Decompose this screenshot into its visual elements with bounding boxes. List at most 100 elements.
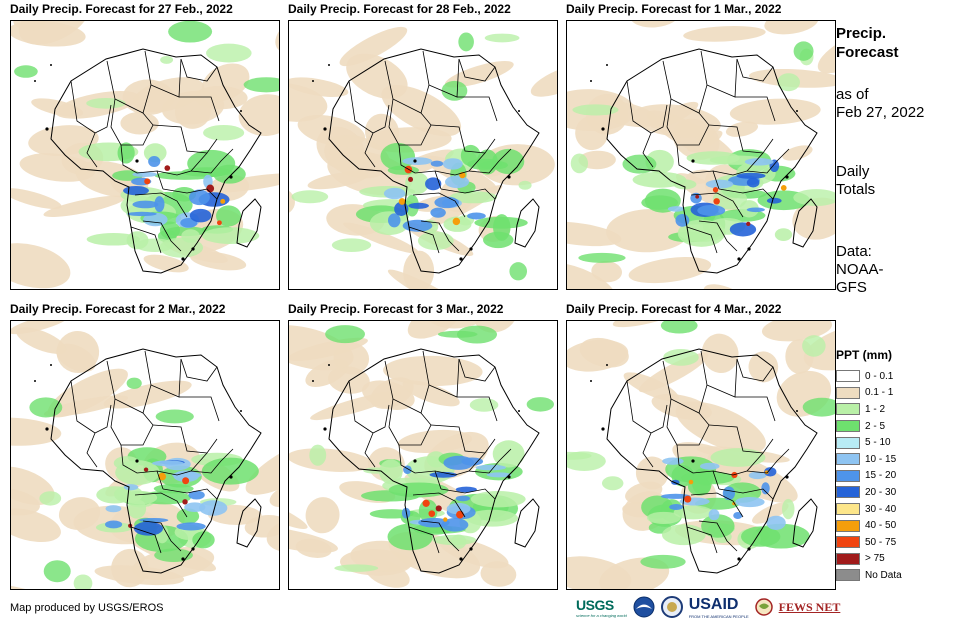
madagascar-outline (236, 498, 262, 548)
legend-item: 40 - 50 (836, 517, 956, 534)
island-marker (469, 547, 473, 551)
side-title: Precip. Forecast (836, 25, 899, 61)
island-marker (191, 247, 195, 251)
legend-item: 20 - 30 (836, 484, 956, 501)
island-marker (785, 175, 789, 179)
legend-item: 50 - 75 (836, 534, 956, 551)
island-marker (601, 427, 605, 431)
island-marker (737, 257, 741, 261)
legend-label: 0.1 - 1 (865, 387, 894, 399)
country-borders (348, 350, 512, 554)
panel-title: Daily Precip. Forecast for 1 Mar., 2022 (566, 2, 782, 16)
fews-globe-icon (754, 598, 773, 616)
map-svg (567, 21, 835, 289)
island-marker (469, 247, 473, 251)
island-marker (229, 475, 233, 479)
legend-item: > 75 (836, 551, 956, 568)
country-borders (626, 50, 790, 254)
legend-label: 15 - 20 (865, 470, 897, 482)
precip-heavy-layer (667, 158, 787, 237)
legend-label: > 75 (865, 553, 885, 565)
precip-heavy-layer (105, 457, 228, 536)
island-marker (413, 459, 417, 463)
map-svg (289, 21, 557, 289)
legend-swatch (836, 436, 860, 449)
usaid-tagline: FROM THE AMERICAN PEOPLE (688, 613, 749, 619)
legend-item: 30 - 40 (836, 501, 956, 518)
dos-seal-icon (660, 596, 683, 618)
daily-totals-label: Daily Totals (836, 163, 876, 198)
country-borders (70, 350, 234, 554)
legend-item: 0.1 - 1 (836, 385, 956, 402)
logo-strip: USGS science for a changing world USAID FR… (576, 594, 840, 620)
island-marker (590, 80, 592, 82)
island-marker (606, 364, 608, 366)
island-marker (507, 175, 511, 179)
precip-band-layer (567, 321, 835, 569)
island-marker (240, 410, 242, 412)
credit-text: Map produced by USGS/EROS (10, 602, 164, 614)
map-svg (567, 321, 835, 589)
continent-outline (606, 348, 818, 574)
legend-item: 0 - 0.1 (836, 368, 956, 385)
legend-label: 5 - 10 (865, 437, 891, 449)
forecast-panel-5: Daily Precip. Forecast for 4 Mar., 2022 (566, 302, 836, 590)
island-marker (328, 64, 330, 66)
usaid-logo: USAID FROM THE AMERICAN PEOPLE (689, 596, 749, 619)
legend-rows: 0 - 0.1 0.1 - 1 1 - 2 2 - 5 5 - 10 10 - 15 15 … (836, 368, 956, 584)
legend-label: 0 - 0.1 (865, 370, 894, 382)
continent-outline (606, 48, 818, 274)
as-of-date: Feb 27, 2022 (836, 104, 925, 121)
continent-outline (50, 48, 262, 274)
legend-label: 40 - 50 (865, 520, 897, 532)
panel-title: Daily Precip. Forecast for 4 Mar., 2022 (566, 302, 782, 316)
precip-heavy-layer (383, 157, 486, 232)
legend-title: PPT (mm) (836, 348, 893, 362)
precip-map (288, 20, 558, 290)
legend-item: 5 - 10 (836, 434, 956, 451)
island-marker (323, 427, 327, 431)
fews-net-logo: FEWS NET (778, 599, 841, 614)
island-marker (34, 380, 36, 382)
island-marker (601, 127, 605, 131)
forecast-panel-1: Daily Precip. Forecast for 28 Feb., 2022 (288, 2, 558, 290)
legend-swatch (836, 536, 860, 549)
island-marker (796, 410, 798, 412)
island-marker (747, 547, 751, 551)
precip-heavy-layer (123, 155, 230, 229)
island-marker (328, 364, 330, 366)
country-borders (70, 50, 234, 254)
precip-map (10, 20, 280, 290)
legend-label: No Data (865, 569, 902, 581)
madagascar-outline (236, 198, 262, 248)
legend-label: 50 - 75 (865, 536, 897, 548)
madagascar-outline (792, 198, 818, 248)
legend-label: 20 - 30 (865, 486, 897, 498)
island-marker (323, 127, 327, 131)
usgs-wordmark: USGS (576, 596, 614, 613)
legend-swatch (836, 386, 860, 399)
legend-swatch (836, 503, 860, 516)
legend-swatch (836, 569, 860, 582)
island-marker (45, 127, 49, 131)
continent-outline (328, 48, 540, 274)
island-marker (518, 110, 520, 112)
island-marker (737, 557, 741, 561)
legend: PPT (mm) 0 - 0.1 0.1 - 1 1 - 2 2 - 5 5 - 10 1… (836, 348, 956, 584)
legend-swatch (836, 552, 860, 565)
island-marker (459, 557, 463, 561)
island-marker (45, 427, 49, 431)
madagascar-outline (514, 198, 540, 248)
legend-item: 15 - 20 (836, 468, 956, 485)
legend-swatch (836, 469, 860, 482)
madagascar-outline (792, 498, 818, 548)
usgs-tagline: science for a changing world (576, 612, 627, 618)
legend-swatch (836, 486, 860, 499)
forecast-panel-0: Daily Precip. Forecast for 27 Feb., 2022 (10, 2, 280, 290)
panel-title: Daily Precip. Forecast for 3 Mar., 2022 (288, 302, 504, 316)
continent-outline (328, 348, 540, 574)
legend-label: 10 - 15 (865, 453, 897, 465)
island-marker (691, 459, 695, 463)
island-marker (590, 380, 592, 382)
panel-title: Daily Precip. Forecast for 28 Feb., 2022 (288, 2, 511, 16)
